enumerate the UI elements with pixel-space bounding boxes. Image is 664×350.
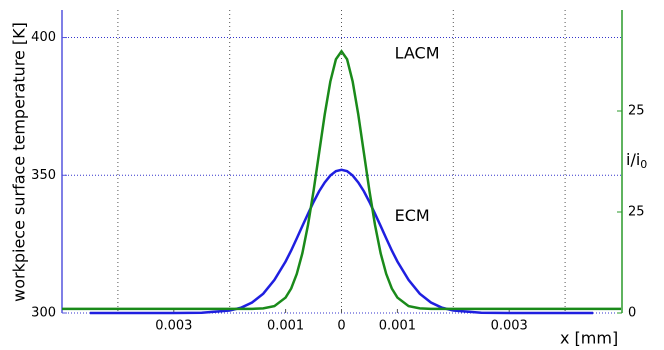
- y-tick-label: 400: [31, 30, 56, 45]
- y-axis-label: workpiece surface temperature [K]: [10, 22, 29, 302]
- x-tick-label: 0.001: [267, 319, 304, 334]
- y-tick-label: 300: [31, 306, 56, 321]
- y2-label-sub: 0: [640, 158, 647, 171]
- x-axis-label: x [mm]: [560, 329, 618, 348]
- y2-tick-label: 25: [628, 205, 645, 220]
- x-tick-label: 0: [337, 319, 345, 334]
- y2-tick-label: 25: [628, 104, 645, 119]
- y2-tick-label: 0: [628, 306, 636, 321]
- x-tick-label: 0.003: [155, 319, 192, 334]
- data-line: [62, 49, 621, 311]
- x-tick-label: 0.001: [379, 319, 416, 334]
- annotation: LACM: [395, 44, 440, 63]
- data-line: [89, 168, 594, 315]
- y-tick-label: 350: [31, 168, 56, 183]
- x-tick-label: 0.003: [491, 319, 528, 334]
- annotation: ECM: [395, 206, 430, 225]
- y2-axis-label: i/i0: [626, 150, 647, 172]
- y2-label-main: i/i: [626, 150, 640, 169]
